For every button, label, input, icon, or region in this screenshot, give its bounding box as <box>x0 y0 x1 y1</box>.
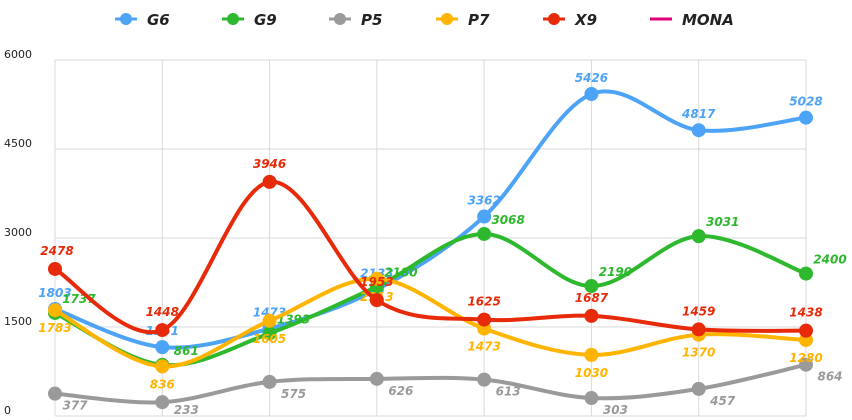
data-label-g6: 4817 <box>681 107 716 121</box>
data-point-g9 <box>262 326 277 341</box>
data-point-g9 <box>477 226 492 241</box>
data-label-g6: 5028 <box>789 95 822 109</box>
data-label-g9: 3031 <box>706 215 739 229</box>
data-label-p7: 1783 <box>38 321 71 335</box>
data-label-x9: 1687 <box>575 291 609 305</box>
series-p7: 1783836160523131473103013701280 <box>38 271 823 391</box>
data-point-p7 <box>369 271 384 286</box>
data-point-g9 <box>799 266 813 281</box>
legend-marker-p7 <box>441 13 453 25</box>
data-label-g9: 3068 <box>491 213 524 227</box>
data-point-p7 <box>262 313 277 328</box>
data-point-p5 <box>262 374 277 389</box>
series-layer: 1803116114732133336254264817502817378611… <box>38 71 846 417</box>
y-tick-label: 3000 <box>4 226 32 239</box>
data-label-p5: 457 <box>709 394 736 408</box>
data-label-x9: 1438 <box>789 306 822 320</box>
legend-label-p7: P7 <box>468 11 490 29</box>
data-point-p5 <box>369 371 384 386</box>
data-point-x9 <box>691 322 706 337</box>
data-label-p5: 303 <box>603 403 628 417</box>
data-label-x9: 1625 <box>467 295 500 309</box>
data-label-g9: 861 <box>174 344 199 358</box>
y-tick-label: 4500 <box>4 137 32 150</box>
data-label-x9: 1953 <box>360 275 393 289</box>
data-label-x9: 2478 <box>40 244 73 258</box>
data-label-p7: 1605 <box>253 332 286 346</box>
data-label-p7: 836 <box>150 377 175 391</box>
data-label-x9: 1448 <box>146 305 179 319</box>
data-label-p5: 613 <box>496 385 521 399</box>
data-label-g9: 2400 <box>813 253 846 267</box>
legend-marker-p5 <box>334 13 346 25</box>
data-label-p5: 377 <box>62 399 88 413</box>
data-point-p5 <box>799 357 813 372</box>
data-label-g6: 5426 <box>575 71 608 85</box>
data-label-p5: 626 <box>388 384 413 398</box>
data-point-p5 <box>48 386 62 401</box>
data-point-x9 <box>477 312 492 327</box>
data-label-p7: 1280 <box>789 351 822 365</box>
data-point-g6 <box>155 340 170 355</box>
data-label-p7: 1370 <box>682 346 715 360</box>
data-label-x9: 1459 <box>682 304 715 318</box>
y-tick-label: 1500 <box>4 315 32 328</box>
data-label-p7: 1030 <box>575 366 608 380</box>
data-point-g9 <box>584 279 599 294</box>
legend-label-x9: X9 <box>574 11 597 29</box>
y-axis: 0 1500 3000 4500 6000 <box>4 48 32 417</box>
data-label-p5: 233 <box>174 403 199 417</box>
legend-marker-g9 <box>227 13 239 25</box>
data-point-p7 <box>155 359 170 374</box>
series-line-p5 <box>53 362 808 405</box>
data-point-p5 <box>155 395 170 410</box>
data-point-g6 <box>477 209 492 224</box>
data-point-p7 <box>48 303 62 318</box>
legend-marker-x9 <box>548 13 560 25</box>
data-point-x9 <box>155 323 170 338</box>
data-label-p5: 575 <box>281 387 306 401</box>
series-p5: 377 233 575 626 613 303 457 864 <box>48 357 843 417</box>
series-line-x9 <box>53 179 808 335</box>
data-label-x9: 3946 <box>253 157 286 171</box>
legend-marker-g6 <box>120 13 132 25</box>
data-label-g6: 3362 <box>467 194 500 208</box>
data-point-p5 <box>477 372 492 387</box>
data-label-g9: 1393 <box>277 312 310 326</box>
series-x9: 2478 1448 3946 1953 1625 1687 1459 1438 <box>40 157 823 338</box>
data-label-g9: 2180 <box>384 266 417 280</box>
legend-label-g9: G9 <box>254 11 277 29</box>
data-point-x9 <box>799 323 813 338</box>
data-point-p5 <box>691 381 706 396</box>
data-label-p5: 864 <box>817 370 842 384</box>
y-tick-label: 6000 <box>4 48 32 61</box>
grid-lines <box>54 59 807 417</box>
data-point-x9 <box>262 174 277 189</box>
y-tick-label: 0 <box>4 404 11 417</box>
data-label-g6: 1803 <box>38 286 71 300</box>
data-point-g6 <box>691 123 706 138</box>
data-point-g9 <box>691 229 706 244</box>
legend-label-p5: P5 <box>361 11 382 29</box>
data-point-x9 <box>369 293 384 308</box>
data-point-p5 <box>584 391 599 406</box>
data-point-x9 <box>48 261 62 276</box>
data-point-g6 <box>584 87 599 102</box>
data-label-g9: 2190 <box>599 265 632 279</box>
legend-label-mona: MONA <box>682 11 734 29</box>
legend: G6 G9 P5 P7 X9 MONA <box>115 11 734 29</box>
data-point-g6 <box>799 110 813 125</box>
data-label-p7: 1473 <box>467 340 500 354</box>
data-point-x9 <box>584 308 599 323</box>
data-point-p7 <box>584 347 599 362</box>
legend-label-g6: G6 <box>147 11 170 29</box>
